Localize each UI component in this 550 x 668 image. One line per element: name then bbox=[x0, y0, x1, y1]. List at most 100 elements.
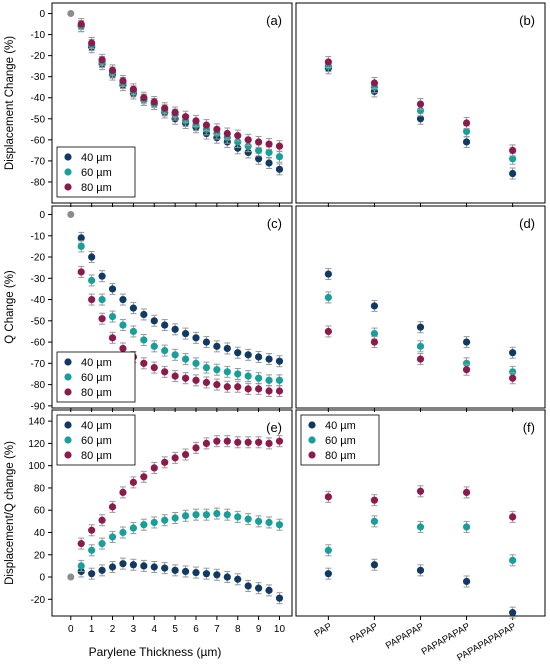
data-point bbox=[108, 66, 117, 74]
data-point bbox=[370, 338, 379, 346]
data-point bbox=[509, 146, 517, 154]
data-point bbox=[244, 582, 252, 590]
data-point bbox=[129, 478, 137, 486]
data-point bbox=[119, 321, 127, 329]
data-point bbox=[108, 503, 117, 511]
legend-marker bbox=[64, 168, 72, 176]
data-point bbox=[234, 144, 242, 152]
y-tick-label: 60 bbox=[34, 506, 46, 517]
legend-marker bbox=[64, 153, 72, 161]
data-point bbox=[462, 127, 471, 136]
data-point bbox=[223, 573, 231, 581]
data-point bbox=[88, 39, 96, 47]
data-point bbox=[416, 523, 425, 531]
legend-label: 80 µm bbox=[81, 387, 112, 399]
x-category-label: PAP bbox=[313, 621, 334, 640]
data-point bbox=[324, 546, 332, 554]
panel-a: 0 -10 -20 -30 -40 -50 -60 -70 -80 Displacement Ch… bbox=[4, 2, 293, 207]
panel-frame bbox=[51, 409, 293, 617]
legend-marker bbox=[308, 436, 316, 444]
data-point bbox=[462, 523, 471, 531]
y-axis-title: Displacement Change (%) bbox=[4, 36, 16, 170]
y-tick-label: -20 bbox=[31, 595, 46, 606]
data-point bbox=[324, 327, 332, 336]
data-point bbox=[202, 378, 211, 387]
data-point bbox=[416, 323, 425, 331]
data-point bbox=[119, 560, 127, 568]
panel-frame bbox=[295, 205, 546, 409]
data-point bbox=[171, 325, 179, 333]
data-point bbox=[192, 117, 200, 125]
data-point bbox=[108, 533, 117, 541]
legend-label: 40 µm bbox=[81, 357, 112, 369]
data-point bbox=[223, 129, 231, 138]
legend-marker bbox=[64, 373, 72, 381]
data-point bbox=[244, 515, 252, 523]
data-point bbox=[462, 138, 471, 146]
data-point bbox=[119, 488, 127, 496]
data-point bbox=[509, 374, 517, 382]
panel-f: (f)PAP PAPAP PAPAPAPPAPAPAPAPPAPAPAPAPAP40… bbox=[295, 409, 546, 664]
data-point bbox=[213, 571, 221, 579]
data-point bbox=[244, 385, 252, 393]
data-point bbox=[108, 563, 117, 571]
data-point bbox=[161, 104, 169, 112]
data-point bbox=[150, 364, 158, 372]
data-point bbox=[140, 359, 148, 367]
data-point bbox=[213, 437, 221, 445]
data-point bbox=[213, 509, 221, 518]
legend-label: 40 µm bbox=[325, 420, 356, 432]
data-point bbox=[77, 234, 85, 242]
data-point bbox=[77, 562, 85, 570]
y-tick-label: -70 bbox=[31, 359, 46, 370]
y-tick-label: 80 bbox=[34, 483, 46, 494]
data-point bbox=[171, 372, 179, 380]
data-point bbox=[275, 142, 284, 150]
y-tick-label: -80 bbox=[31, 177, 46, 188]
data-point bbox=[213, 125, 221, 133]
data-point bbox=[98, 272, 106, 280]
data-point bbox=[223, 368, 231, 376]
data-point bbox=[192, 568, 200, 577]
data-point bbox=[119, 344, 127, 353]
legend-marker bbox=[64, 358, 72, 366]
legend-marker bbox=[64, 451, 72, 459]
data-point bbox=[161, 564, 169, 572]
data-point bbox=[275, 521, 284, 529]
data-point bbox=[223, 437, 231, 445]
x-tick-label: 9 bbox=[256, 624, 262, 635]
data-point bbox=[509, 609, 517, 617]
data-point bbox=[171, 351, 179, 359]
legend-marker bbox=[64, 388, 72, 396]
y-tick-label: -70 bbox=[31, 156, 46, 167]
data-point bbox=[416, 106, 425, 114]
panel-tag: (f) bbox=[523, 420, 535, 435]
legend: 40 µm 60 µm 80 µm bbox=[56, 351, 136, 403]
data-point bbox=[213, 366, 221, 374]
data-point bbox=[223, 383, 231, 391]
panel-frame bbox=[51, 205, 293, 409]
data-point bbox=[462, 488, 471, 496]
x-tick-label: 7 bbox=[214, 624, 220, 635]
legend-marker bbox=[308, 451, 316, 459]
data-point bbox=[202, 338, 211, 346]
legend-label: 60 µm bbox=[81, 167, 112, 179]
data-point bbox=[265, 148, 273, 157]
data-point bbox=[98, 295, 106, 304]
data-point bbox=[202, 439, 211, 448]
data-point bbox=[244, 136, 252, 144]
data-point bbox=[265, 140, 273, 148]
data-point bbox=[234, 438, 242, 446]
x-tick-label: 6 bbox=[193, 624, 199, 635]
data-point bbox=[88, 570, 96, 578]
data-point bbox=[150, 518, 158, 527]
data-point bbox=[255, 438, 263, 446]
panel-tag: (e) bbox=[266, 420, 282, 435]
data-point bbox=[98, 56, 106, 64]
data-point bbox=[265, 387, 273, 395]
data-point bbox=[265, 518, 273, 527]
data-point bbox=[129, 524, 137, 532]
data-point bbox=[416, 355, 425, 363]
data-point bbox=[77, 242, 85, 250]
